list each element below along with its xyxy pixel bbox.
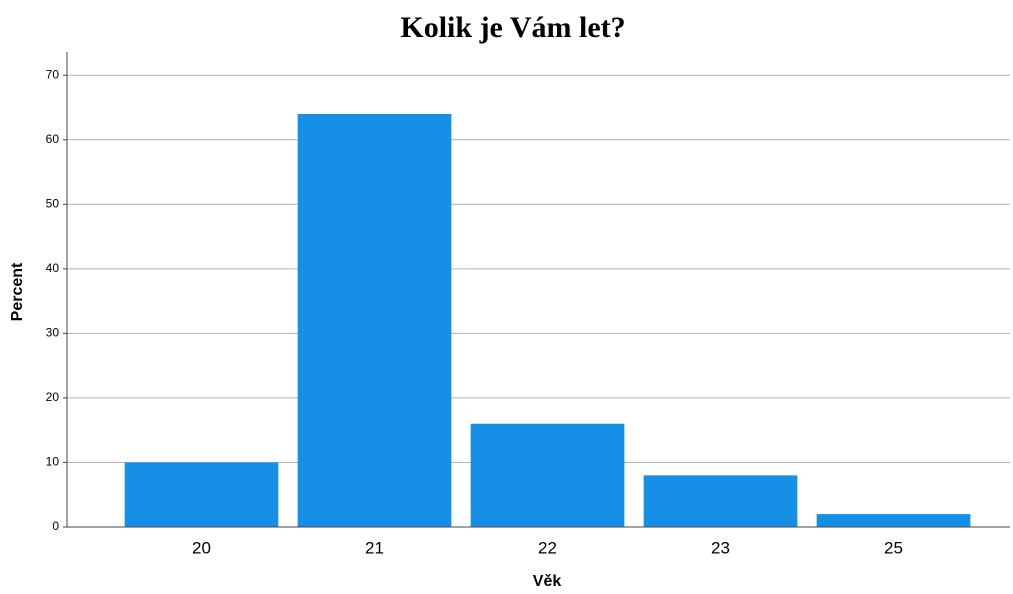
- y-tick-label: 0: [52, 519, 59, 533]
- y-tick-label: 40: [46, 261, 60, 275]
- y-axis-label: Percent: [9, 262, 26, 321]
- x-axis-label: Věk: [533, 573, 562, 590]
- bar: [470, 423, 625, 527]
- x-tick-label: 25: [884, 538, 903, 557]
- bar: [643, 475, 798, 527]
- y-tick-label: 70: [46, 67, 60, 81]
- y-tick-label: 20: [46, 390, 60, 404]
- bar: [124, 462, 279, 527]
- x-tick-label: 20: [192, 538, 211, 557]
- bar: [297, 113, 452, 528]
- bar: [816, 514, 971, 527]
- y-tick-label: 60: [46, 132, 60, 146]
- y-tick-label: 10: [46, 455, 60, 469]
- y-tick-label: 50: [46, 196, 60, 210]
- x-tick-label: 23: [711, 538, 730, 557]
- y-tick-label: 30: [46, 326, 60, 340]
- x-tick-label: 22: [538, 538, 557, 557]
- chart-title: Kolik je Vám let?: [400, 11, 625, 44]
- x-tick-label: 21: [365, 538, 384, 557]
